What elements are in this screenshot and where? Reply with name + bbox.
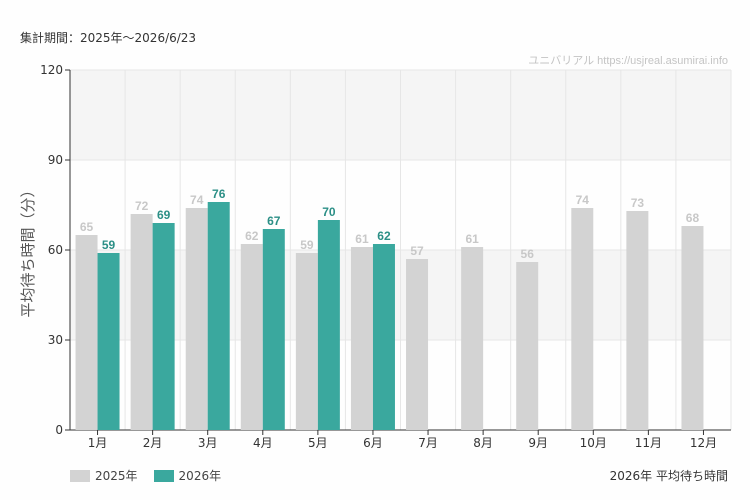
x-tick-label: 7月 [418, 436, 438, 450]
bar-2025年-8月 [461, 247, 484, 430]
x-tick-label: 1月 [88, 436, 108, 450]
data-label-2026年-1月: 59 [102, 238, 116, 252]
footer-title: 2026年 平均待ち時間 [609, 469, 728, 483]
x-tick-label: 5月 [308, 436, 328, 450]
bar-2026年-1月 [97, 253, 120, 430]
site-watermark: ユニバリアル https://usjreal.asumirai.info [528, 55, 728, 67]
legend-item-2026[interactable]: 2026年 [153, 467, 222, 484]
x-tick-label: 10月 [580, 436, 607, 450]
y-tick-label: 60 [48, 243, 63, 257]
bar-2026年-6月 [372, 244, 395, 430]
data-label-2025年-7月: 57 [410, 244, 424, 258]
bar-2025年-12月 [681, 226, 704, 430]
data-label-2025年-9月: 56 [521, 247, 535, 261]
legend: 2025年 2026年 [70, 467, 237, 484]
data-label-2025年-10月: 74 [576, 193, 590, 207]
x-tick-label: 6月 [363, 436, 383, 450]
bar-2025年-9月 [516, 262, 539, 430]
y-tick-label: 120 [40, 63, 63, 77]
legend-swatch-2026 [153, 469, 174, 482]
data-label-2026年-3月: 76 [212, 187, 226, 201]
data-label-2025年-2月: 72 [135, 199, 149, 213]
data-label-2025年-12月: 68 [686, 211, 700, 225]
data-label-2026年-2月: 69 [157, 208, 171, 222]
y-tick-label: 90 [48, 153, 63, 167]
y-tick-label: 30 [48, 333, 63, 347]
bar-2026年-2月 [152, 223, 175, 430]
bar-2026年-5月 [317, 220, 340, 430]
x-tick-label: 4月 [253, 436, 273, 450]
bar-2025年-2月 [130, 214, 153, 430]
y-tick-label: 0 [55, 423, 63, 437]
bar-2025年-6月 [350, 247, 373, 430]
legend-item-2025[interactable]: 2025年 [70, 467, 138, 484]
legend-swatch-2025 [70, 469, 90, 482]
bar-2025年-4月 [240, 244, 263, 430]
y-axis-title: 平均待ち時間（分） [19, 182, 37, 317]
bar-2025年-1月 [75, 235, 98, 430]
legend-label-2026: 2026年 [178, 469, 222, 483]
data-label-2025年-1月: 65 [80, 220, 94, 234]
data-label-2025年-8月: 61 [465, 232, 479, 246]
data-label-2026年-6月: 62 [377, 229, 391, 243]
bar-2026年-4月 [262, 229, 285, 430]
x-tick-label: 8月 [473, 436, 493, 450]
data-label-2026年-5月: 70 [322, 205, 336, 219]
bar-2025年-7月 [406, 259, 429, 430]
data-label-2025年-3月: 74 [190, 193, 204, 207]
bar-2025年-10月 [571, 208, 594, 430]
data-label-2026年-4月: 67 [267, 214, 281, 228]
legend-label-2025: 2025年 [95, 469, 138, 483]
bar-2026年-3月 [207, 202, 230, 430]
data-label-2025年-4月: 62 [245, 229, 259, 243]
bar-2025年-11月 [626, 211, 649, 430]
bar-2025年-5月 [295, 253, 318, 430]
x-tick-label: 9月 [528, 436, 548, 450]
data-label-2025年-6月: 61 [355, 232, 369, 246]
bar-2025年-3月 [185, 208, 208, 430]
data-label-2025年-5月: 59 [300, 238, 314, 252]
data-label-2025年-11月: 73 [631, 196, 645, 210]
period-text: 集計期間：2025年～2026/6/23 [20, 31, 197, 45]
x-tick-label: 12月 [690, 436, 717, 450]
x-tick-label: 3月 [198, 436, 218, 450]
x-tick-label: 11月 [635, 436, 662, 450]
x-tick-label: 2月 [143, 436, 163, 450]
